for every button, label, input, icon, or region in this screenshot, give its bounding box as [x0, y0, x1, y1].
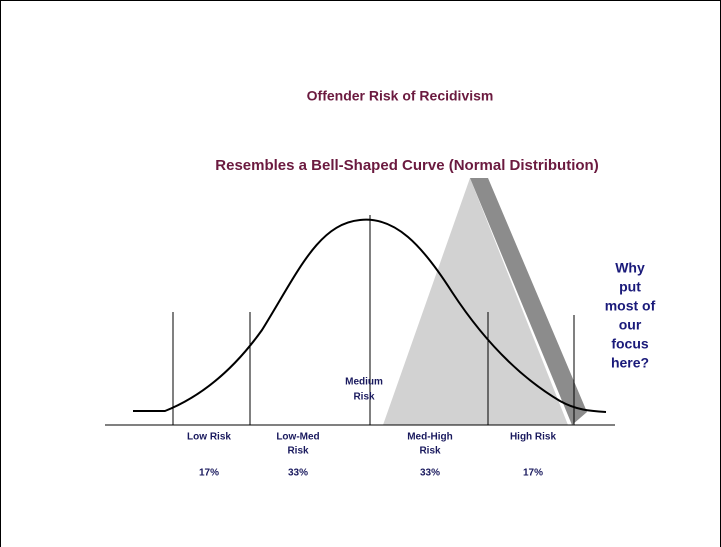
segment-percent: 17%	[199, 468, 219, 479]
callout: put	[619, 279, 641, 295]
triangle	[383, 178, 568, 425]
segment-label: Risk	[419, 446, 441, 457]
subtitle: Resembles a Bell-Shaped Curve (Normal Di…	[215, 157, 598, 174]
segment-label: Low-Med	[276, 432, 319, 443]
triangle-shade	[470, 178, 587, 425]
callout: most of	[605, 298, 656, 314]
segment-percent: 33%	[288, 468, 308, 479]
segment-percent: 17%	[523, 468, 543, 479]
segment-label: Low Risk	[187, 432, 231, 443]
segment-label: Med-High	[407, 432, 453, 443]
segment-label: Risk	[287, 446, 309, 457]
callout: Why	[615, 260, 645, 276]
dividers	[172, 215, 575, 425]
callout: here?	[611, 355, 649, 371]
center-label: Medium	[345, 377, 383, 388]
callout: focus	[611, 336, 649, 352]
bell-curve	[133, 218, 607, 413]
title: Offender Risk of Recidivism	[307, 88, 494, 104]
segment-label: High Risk	[510, 432, 557, 443]
center-label: Risk	[353, 392, 375, 403]
segment-percent: 33%	[420, 468, 440, 479]
callout: our	[619, 317, 642, 333]
